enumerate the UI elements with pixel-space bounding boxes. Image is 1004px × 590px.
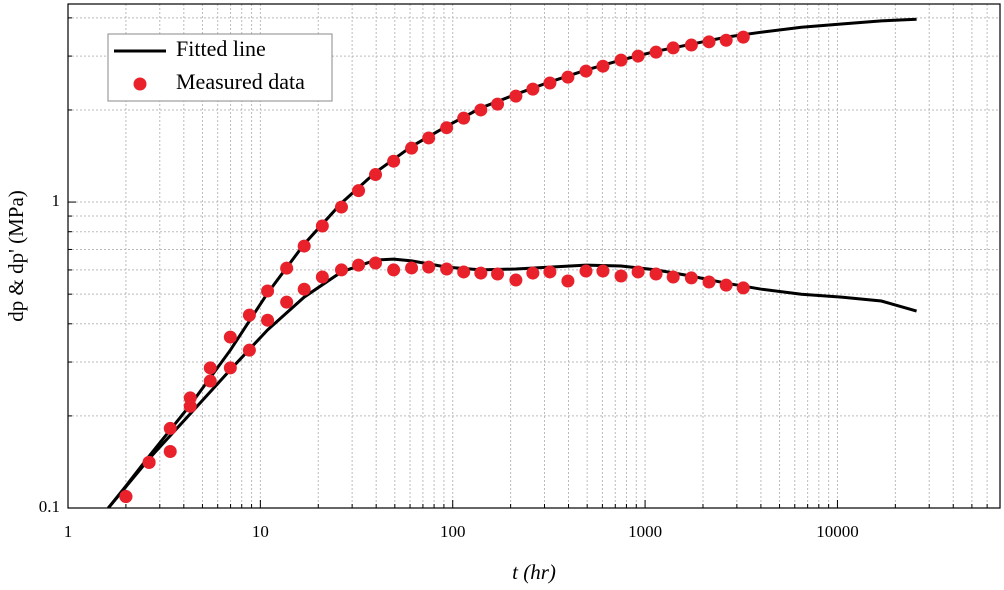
data-point [614, 269, 628, 283]
data-point [352, 184, 366, 198]
data-point [702, 275, 716, 289]
x-tick-label: 10 [252, 522, 269, 541]
data-point [457, 265, 471, 279]
data-point [491, 97, 505, 111]
x-tick-label: 10000 [816, 522, 859, 541]
data-point [666, 270, 680, 284]
data-point [526, 82, 540, 96]
data-point [405, 261, 419, 275]
data-point [242, 343, 256, 357]
data-point [702, 35, 716, 49]
data-point [596, 59, 610, 73]
data-point [719, 33, 733, 47]
data-point [142, 455, 156, 469]
data-point [440, 121, 454, 135]
data-point [261, 313, 275, 327]
data-point [509, 89, 523, 103]
x-tick-label: 1 [64, 522, 73, 541]
data-point [526, 266, 540, 280]
data-point [579, 264, 593, 278]
data-point [223, 330, 237, 344]
data-point [163, 444, 177, 458]
data-point [649, 45, 663, 59]
data-point [315, 219, 329, 233]
x-tick-label: 1000 [628, 522, 662, 541]
legend-label: Measured data [176, 69, 305, 94]
data-point [719, 278, 733, 292]
data-point [684, 38, 698, 52]
y-axis-label: dp & dp' (MPa) [4, 190, 28, 322]
data-point [203, 361, 217, 375]
data-point [352, 258, 366, 272]
x-axis-label: t (hr) [512, 560, 556, 584]
data-point [261, 284, 275, 298]
data-point [649, 267, 663, 281]
data-point [334, 263, 348, 277]
data-point [242, 308, 256, 322]
legend-marker [133, 77, 147, 91]
data-point [280, 261, 294, 275]
data-point [163, 421, 177, 435]
data-point [614, 53, 628, 67]
data-point [474, 103, 488, 117]
data-point [736, 281, 750, 295]
data-point [315, 270, 329, 284]
data-point [561, 70, 575, 84]
data-point [297, 239, 311, 253]
data-point [369, 168, 383, 182]
data-point [280, 295, 294, 309]
x-tick-label: 100 [440, 522, 466, 541]
data-point [203, 374, 217, 388]
data-point [422, 260, 436, 274]
data-point [183, 399, 197, 413]
data-point [491, 267, 505, 281]
data-point [561, 274, 575, 288]
y-tick-label: 0.1 [39, 497, 60, 516]
legend-box [107, 33, 333, 102]
data-point [509, 273, 523, 287]
data-point [387, 263, 401, 277]
data-point [666, 41, 680, 55]
data-point [334, 200, 348, 214]
data-point [631, 49, 645, 63]
data-point [405, 141, 419, 155]
data-point [543, 265, 557, 279]
data-point [297, 282, 311, 296]
data-point [579, 64, 593, 78]
data-point [119, 490, 133, 504]
data-point [736, 30, 750, 44]
data-point [474, 266, 488, 280]
y-tick-label: 1 [52, 191, 61, 210]
legend-label: Fitted line [176, 36, 266, 61]
data-point [684, 271, 698, 285]
data-point [387, 154, 401, 168]
plot-frame [67, 3, 1001, 509]
data-point [457, 111, 471, 125]
data-point [422, 131, 436, 145]
data-point [596, 264, 610, 278]
fitted-line [107, 257, 918, 508]
data-point [440, 262, 454, 276]
data-point [369, 256, 383, 270]
data-point [543, 76, 557, 90]
data-point [631, 265, 645, 279]
data-point [223, 361, 237, 375]
